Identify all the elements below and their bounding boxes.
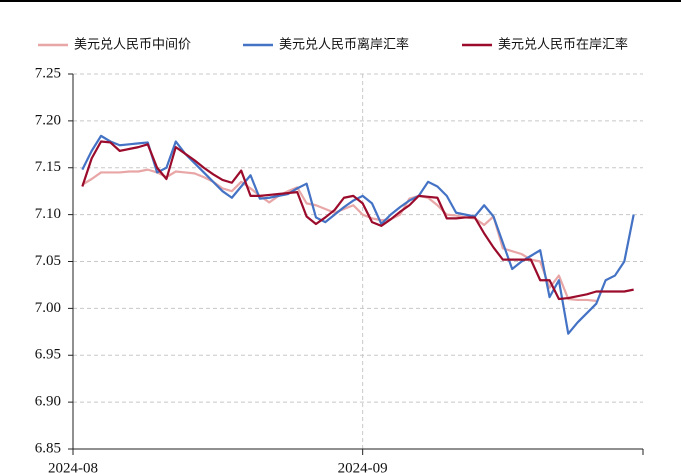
series-line [81, 140, 634, 301]
y-tick-label: 6.85 [35, 440, 61, 456]
legend-label: 美元兑人民币在岸汇率 [498, 37, 628, 53]
legend-label: 美元兑人民币离岸汇率 [279, 37, 409, 53]
series-line [81, 168, 597, 302]
y-tick-label: 7.25 [35, 65, 61, 81]
y-tick-label: 7.15 [35, 159, 61, 175]
x-tick-label: 2024-09 [338, 460, 388, 473]
y-tick-label: 7.10 [35, 206, 61, 222]
y-tick-label: 7.05 [35, 253, 61, 269]
y-tick-label: 6.90 [35, 394, 61, 410]
y-tick-label: 7.20 [35, 112, 61, 128]
x-tick-label: 2024-08 [48, 460, 98, 473]
legend-label: 美元兑人民币中间价 [74, 38, 191, 53]
y-tick-label: 6.95 [35, 347, 61, 363]
y-tick-label: 7.00 [35, 300, 61, 316]
series-line [81, 134, 635, 335]
